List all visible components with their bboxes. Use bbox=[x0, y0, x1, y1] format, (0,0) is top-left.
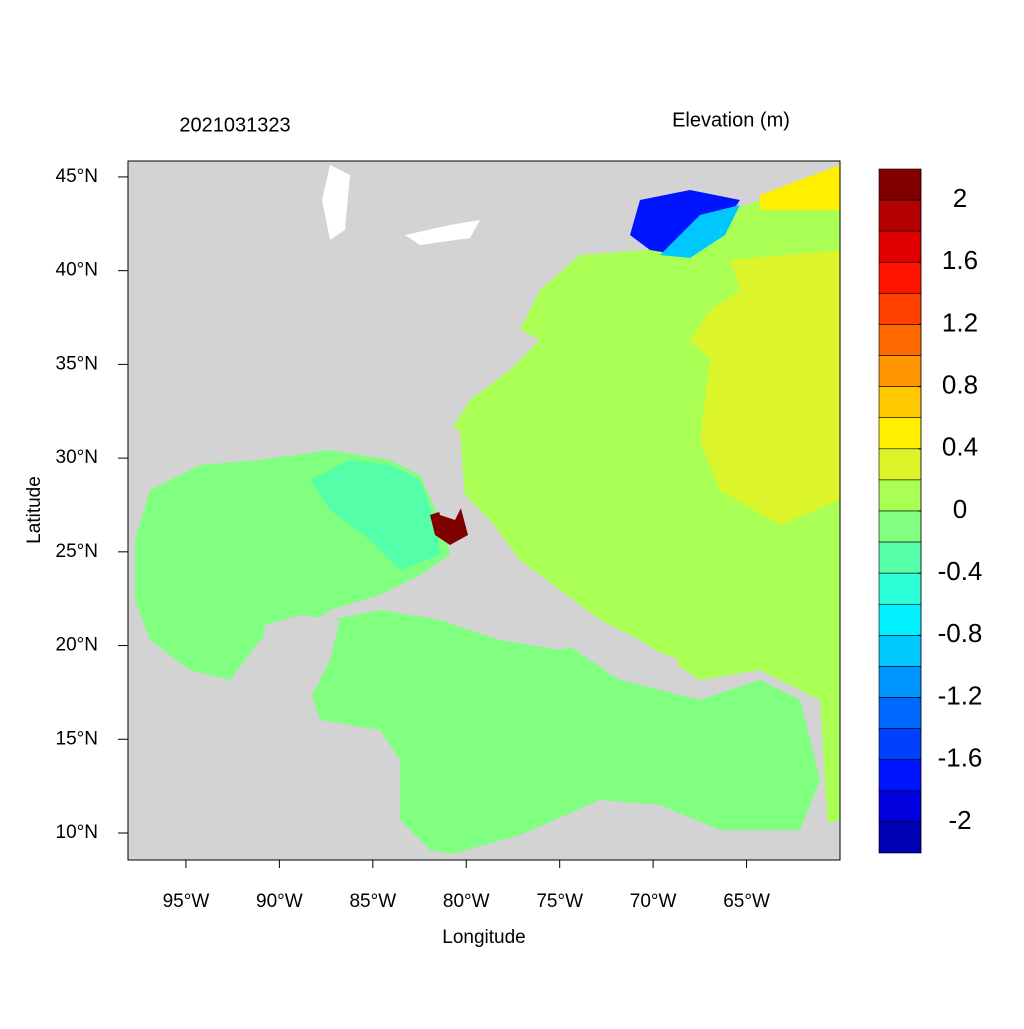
colorbar-tick-label: -1.6 bbox=[938, 743, 983, 773]
y-tick-label: 15°N bbox=[56, 728, 98, 749]
chart-subtitle: Elevation (m) bbox=[672, 109, 790, 131]
colorbar-box bbox=[878, 635, 922, 667]
colorbar-box bbox=[878, 572, 922, 605]
chart-title: 2021031323 bbox=[179, 114, 290, 136]
south-america bbox=[430, 800, 840, 860]
colorbar-tick-label: -0.4 bbox=[938, 556, 983, 586]
colorbar-tick-label: -1.2 bbox=[938, 680, 983, 710]
colorbar-box bbox=[878, 479, 922, 512]
y-tick-label: 20°N bbox=[56, 635, 98, 656]
colorbar-box bbox=[878, 417, 922, 450]
colorbar-box bbox=[878, 510, 922, 543]
colorbar-box bbox=[878, 759, 922, 792]
colorbar-tick-label: 2 bbox=[953, 183, 967, 213]
colorbar-box bbox=[878, 603, 922, 636]
colorbar-box bbox=[878, 230, 922, 263]
ocean-high bbox=[760, 165, 840, 210]
colorbar-box bbox=[878, 355, 922, 387]
colorbar-box bbox=[878, 697, 922, 729]
colorbar-box bbox=[878, 448, 922, 481]
caribbean-sea bbox=[310, 610, 820, 860]
colorbar-box bbox=[878, 666, 922, 698]
colorbar-box bbox=[878, 199, 922, 232]
y-tick-label: 10°N bbox=[56, 822, 98, 843]
y-tick-label: 40°N bbox=[56, 260, 98, 281]
colorbar-box bbox=[878, 293, 922, 325]
colorbar-box bbox=[878, 541, 922, 574]
x-tick-label: 75°W bbox=[536, 891, 583, 912]
colorbar-tick-label: -2 bbox=[948, 805, 971, 835]
colorbar-tick-label: 0.4 bbox=[942, 432, 978, 462]
cuba bbox=[380, 590, 580, 650]
x-tick-label: 80°W bbox=[443, 891, 490, 912]
colorbar-box bbox=[878, 821, 922, 854]
colorbar-tick-label: 1.6 bbox=[942, 245, 978, 275]
colorbar-box bbox=[878, 324, 922, 356]
florida-surge bbox=[430, 505, 468, 545]
gulf-of-maine bbox=[630, 190, 740, 255]
x-tick-label: 95°W bbox=[163, 891, 210, 912]
x-tick-label: 85°W bbox=[349, 891, 396, 912]
colorbar-tick-label: 1.2 bbox=[942, 307, 978, 337]
colorbar-box bbox=[878, 728, 922, 761]
colorbar-box bbox=[878, 790, 922, 823]
y-tick-label: 25°N bbox=[56, 541, 98, 562]
gulf-of-maine bbox=[660, 205, 740, 258]
x-tick-label: 90°W bbox=[256, 891, 303, 912]
hispaniola bbox=[590, 645, 680, 680]
y-axis-label: Latitude bbox=[24, 476, 45, 544]
colorbar-box bbox=[878, 168, 922, 201]
colorbar-tick-label: 0.8 bbox=[942, 370, 978, 400]
y-tick-label: 35°N bbox=[56, 353, 98, 374]
colorbar-tick-label: -0.8 bbox=[938, 618, 983, 648]
yucatan bbox=[260, 615, 340, 700]
colorbar-box bbox=[878, 386, 922, 419]
y-tick-label: 30°N bbox=[56, 447, 98, 468]
y-tick-label: 45°N bbox=[56, 166, 98, 187]
colorbar-tick-label: 0 bbox=[953, 494, 967, 524]
great-lakes bbox=[405, 220, 480, 245]
colorbar-box bbox=[878, 261, 922, 294]
plot-frame bbox=[127, 160, 841, 861]
x-tick-label: 65°W bbox=[723, 891, 770, 912]
florida bbox=[430, 420, 465, 520]
great-lakes bbox=[322, 165, 350, 240]
x-axis-label: Longitude bbox=[442, 927, 525, 948]
x-tick-label: 70°W bbox=[630, 891, 677, 912]
ocean-high bbox=[690, 250, 840, 525]
gulf-low bbox=[310, 460, 440, 570]
map bbox=[127, 160, 841, 861]
